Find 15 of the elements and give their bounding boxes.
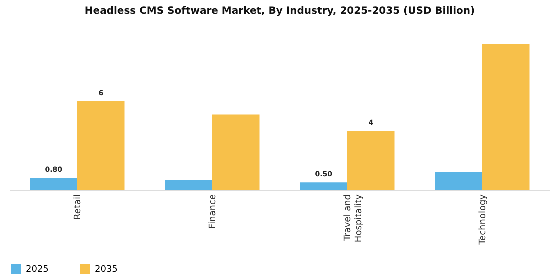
legend-label: 2035 bbox=[95, 265, 118, 275]
bar bbox=[300, 182, 348, 190]
bar bbox=[348, 131, 395, 190]
bar bbox=[30, 178, 78, 190]
bar bbox=[165, 180, 212, 190]
chart-title: Headless CMS Software Market, By Industry, 2025-2035 (USD Billion) bbox=[84, 6, 476, 17]
x-tick-label: Finance bbox=[208, 194, 218, 229]
x-tick-label: Technology bbox=[478, 194, 488, 246]
bar bbox=[212, 114, 260, 190]
x-tick-label: Retail bbox=[74, 194, 84, 220]
bar bbox=[78, 102, 125, 190]
bar bbox=[482, 44, 530, 190]
legend-label: 2025 bbox=[26, 265, 49, 275]
x-tick-label: Travel and Hospitality bbox=[344, 194, 364, 243]
bar bbox=[435, 172, 482, 190]
